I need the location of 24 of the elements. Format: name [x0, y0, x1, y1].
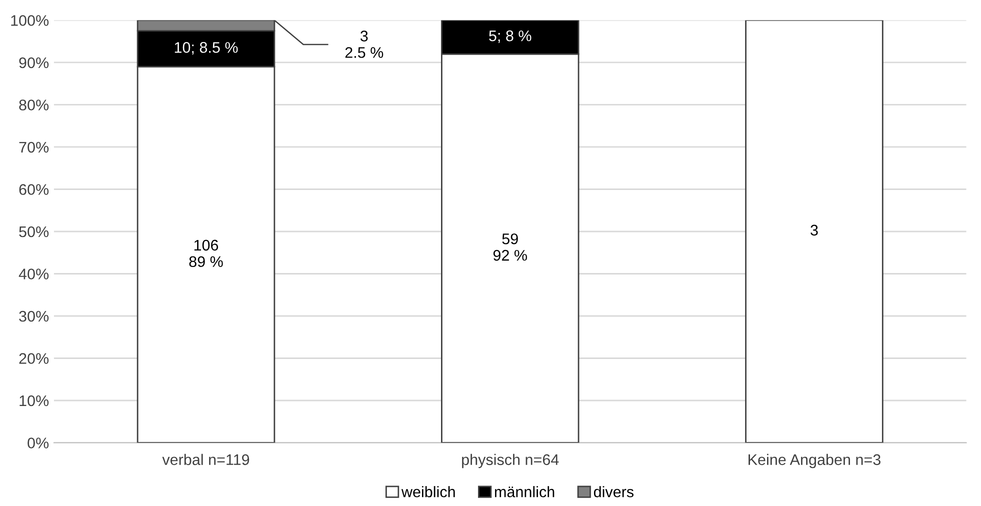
legend-label: divers: [594, 486, 634, 498]
x-tick-label: Keine Angaben n=3: [748, 454, 880, 468]
x-tick-label: verbal n=119: [162, 454, 250, 466]
y-tick-label: 70%: [19, 142, 49, 153]
legend-label: weiblich: [401, 486, 455, 498]
y-tick-label: 40%: [18, 268, 49, 280]
annotation: 3: [810, 224, 818, 236]
data-label: 3 2.5 %: [345, 30, 384, 58]
x-tick-label: physisch n=64: [462, 454, 559, 468]
data-label: 106 89 %: [189, 240, 223, 268]
y-tick-label: 0%: [28, 438, 49, 448]
data-label: 59 92 %: [493, 233, 527, 261]
y-tick-label: 90%: [19, 57, 49, 68]
y-tick-label: 50%: [19, 226, 49, 238]
y-tick-label: 30%: [19, 310, 49, 322]
data-label: 5; 8 %: [489, 30, 532, 44]
y-tick-label: 60%: [19, 184, 49, 195]
y-tick-label: 20%: [19, 353, 49, 364]
y-tick-label: 10%: [20, 395, 49, 406]
y-tick-label: 80%: [19, 100, 49, 110]
legend-label: männlich: [495, 486, 554, 498]
data-label: 10; 8.5 %: [174, 42, 238, 55]
bar: [745, 20, 884, 443]
y-tick-label: 100%: [11, 15, 49, 26]
